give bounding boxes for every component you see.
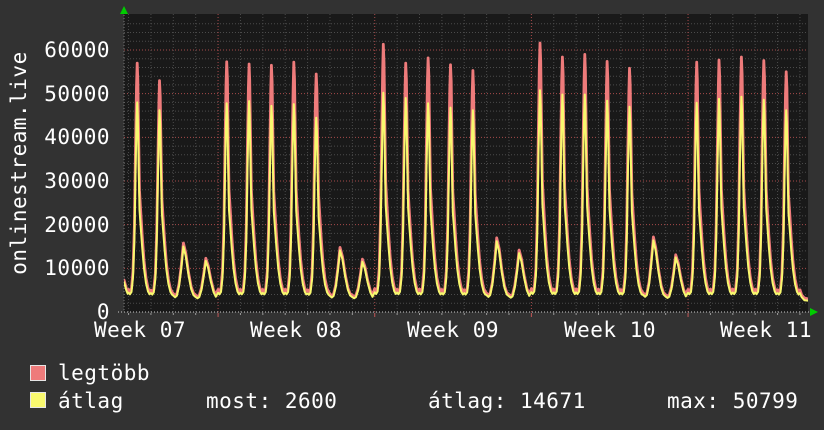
legend-swatch-atlag [30,392,46,408]
stat-max-value: 50799 [732,389,799,413]
y-tick-label-10000: 10000 [44,256,110,280]
stat-max-label: max: [667,389,720,413]
stat-atlag-value: 14671 [520,389,586,413]
stat-most-label: most: [206,389,272,413]
y-axis-vertical-label: onlinestream.live [7,51,31,275]
stat-atlag: átlag: 14671 [428,390,586,412]
x-tick-label-week-08: Week 08 [249,318,342,342]
y-tick-label-20000: 20000 [44,213,110,237]
legend-label-legtobb: legtöbb [58,361,151,385]
y-tick-label-0: 0 [96,300,110,324]
y-tick-label-50000: 50000 [44,82,110,106]
stat-max: max: 50799 [667,390,798,412]
y-axis-arrow-icon [120,6,128,14]
y-tick-label-30000: 30000 [44,169,110,193]
stat-most-value: 2600 [284,389,338,413]
stat-atlag-label: átlag: [428,389,507,413]
x-tick-label-week-07: Week 07 [93,318,186,342]
stat-most: most: 2600 [206,390,337,412]
series-line-avg [124,89,808,302]
x-tick-label-week-09: Week 09 [406,318,499,342]
x-axis-arrow-icon [810,308,818,316]
y-tick-label-40000: 40000 [44,125,110,149]
y-tick-label-60000: 60000 [44,38,110,62]
legend-label-atlag: átlag [58,389,124,413]
x-tick-label-week-11: Week 11 [719,318,812,342]
x-tick-label-week-10: Week 10 [563,318,656,342]
legend-swatch-legtobb [30,365,46,381]
